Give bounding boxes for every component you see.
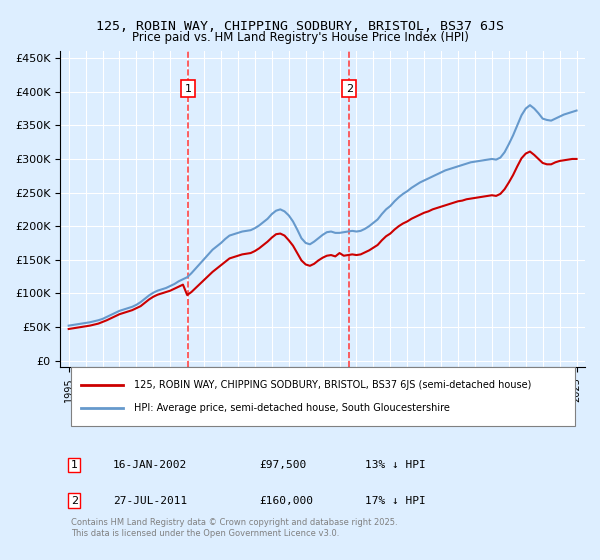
Text: 17% ↓ HPI: 17% ↓ HPI: [365, 496, 425, 506]
Text: Contains HM Land Registry data © Crown copyright and database right 2025.
This d: Contains HM Land Registry data © Crown c…: [71, 519, 397, 538]
Text: 1: 1: [71, 460, 78, 470]
Text: 2: 2: [346, 83, 353, 94]
Text: 1: 1: [184, 83, 191, 94]
Text: £97,500: £97,500: [260, 460, 307, 470]
Text: 13% ↓ HPI: 13% ↓ HPI: [365, 460, 425, 470]
FancyBboxPatch shape: [71, 367, 575, 426]
Text: £160,000: £160,000: [260, 496, 314, 506]
Text: 16-JAN-2002: 16-JAN-2002: [113, 460, 187, 470]
Text: 27-JUL-2011: 27-JUL-2011: [113, 496, 187, 506]
Text: 125, ROBIN WAY, CHIPPING SODBURY, BRISTOL, BS37 6JS: 125, ROBIN WAY, CHIPPING SODBURY, BRISTO…: [96, 20, 504, 32]
Text: HPI: Average price, semi-detached house, South Gloucestershire: HPI: Average price, semi-detached house,…: [134, 403, 449, 413]
Text: 2: 2: [71, 496, 78, 506]
Text: Price paid vs. HM Land Registry's House Price Index (HPI): Price paid vs. HM Land Registry's House …: [131, 31, 469, 44]
Text: 125, ROBIN WAY, CHIPPING SODBURY, BRISTOL, BS37 6JS (semi-detached house): 125, ROBIN WAY, CHIPPING SODBURY, BRISTO…: [134, 380, 531, 390]
